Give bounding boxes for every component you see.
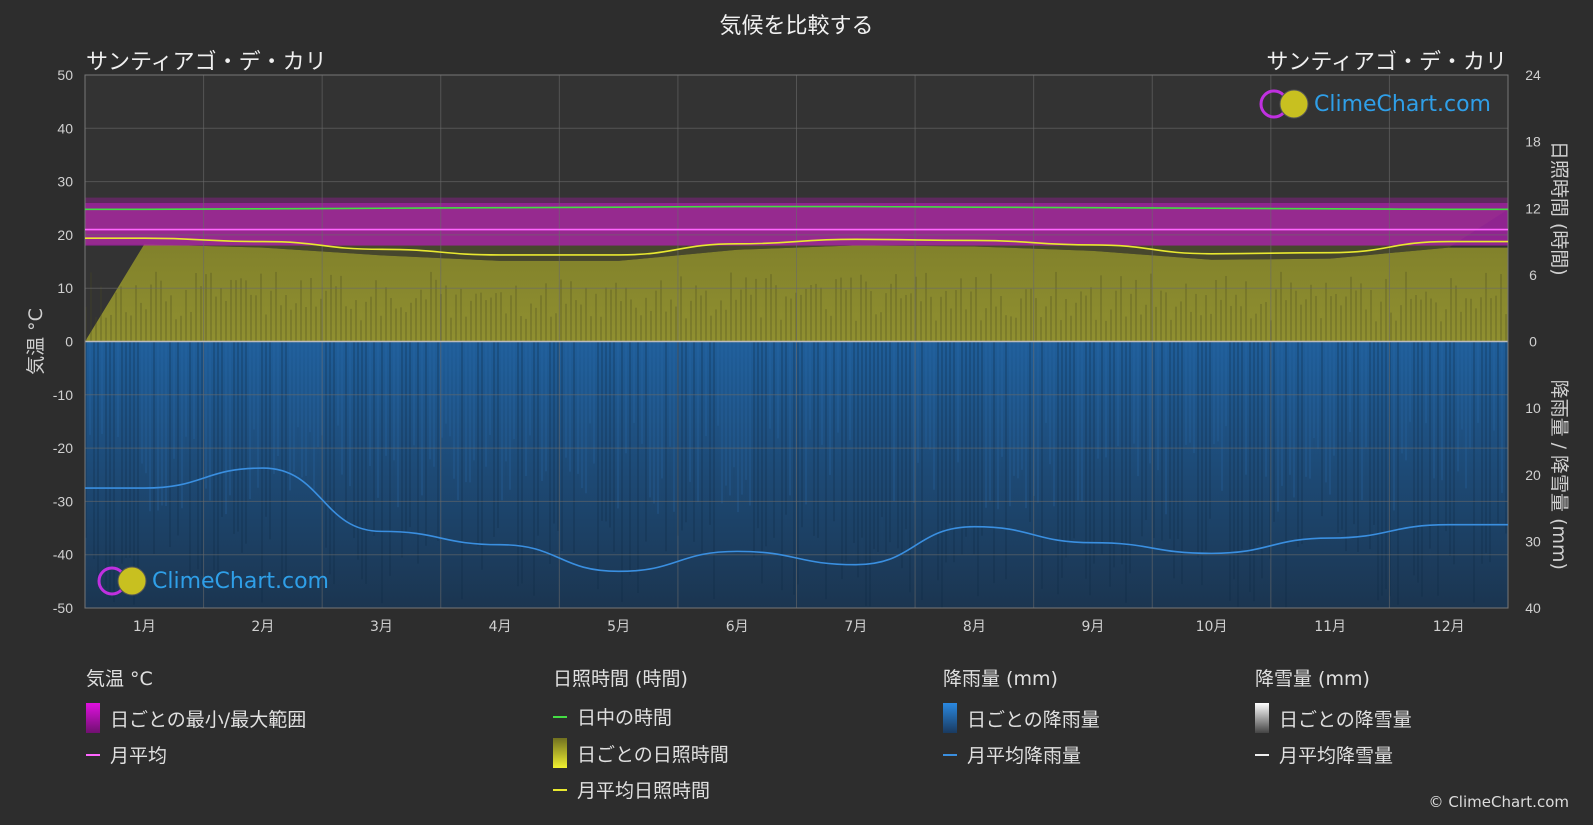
snow-swatch <box>1255 703 1269 733</box>
legend-sun: 日照時間 (時間) 日中の時間 日ごとの日照時間 月平均日照時間 <box>553 664 729 803</box>
x-tick-month: 10月 <box>1196 619 1228 635</box>
y-right-tick: 6 <box>1529 267 1537 283</box>
y-right-bottom-label: 降雨量 / 降雪量 (mm) <box>1548 380 1570 570</box>
y-left-tick: 50 <box>57 67 73 83</box>
legend-rain: 降雨量 (mm) 日ごとの降雨量 月平均降雨量 <box>943 664 1100 768</box>
legend-temp-avg: 月平均 <box>86 741 306 768</box>
y-right-tick: 24 <box>1525 67 1541 83</box>
legend-rain-daily: 日ごとの降雨量 <box>943 703 1100 733</box>
copyright: © ClimeChart.com <box>1428 793 1569 811</box>
logo-top[interactable]: ClimeChart.com <box>1258 88 1491 120</box>
legend-label: 日ごとの日照時間 <box>577 743 729 766</box>
snow-avg-swatch <box>1255 753 1269 756</box>
legend-temp-heading: 気温 °C <box>86 668 153 690</box>
legend-snow-daily: 日ごとの降雪量 <box>1255 703 1412 733</box>
x-tick-month: 9月 <box>1081 619 1104 635</box>
legend-temp-range: 日ごとの最小/最大範囲 <box>86 703 306 733</box>
logo-icon <box>1259 89 1309 119</box>
x-tick-month: 4月 <box>489 619 512 635</box>
x-tick-month: 8月 <box>963 619 986 635</box>
legend-label: 日中の時間 <box>577 707 673 729</box>
y-left-label: 気温 °C <box>25 308 47 375</box>
sunshine-swatch <box>553 738 567 768</box>
legend-sunshine-avg: 月平均日照時間 <box>553 776 729 803</box>
legend-rain-avg: 月平均降雨量 <box>943 741 1100 768</box>
series-line <box>85 205 1508 211</box>
legend-daylight: 日中の時間 <box>553 703 729 730</box>
y-left-tick: 40 <box>57 120 73 136</box>
x-tick-month: 11月 <box>1314 619 1346 635</box>
legend-label: 月平均日照時間 <box>577 780 711 802</box>
legend-snow: 降雪量 (mm) 日ごとの降雪量 月平均降雪量 <box>1255 664 1412 768</box>
city-left: サンティアゴ・デ・カリ <box>86 50 327 75</box>
x-tick-month: 2月 <box>251 619 274 635</box>
legend-label: 日ごとの降雪量 <box>1279 708 1412 731</box>
y-left-tick: -40 <box>53 547 73 563</box>
x-tick-month: 12月 <box>1433 619 1465 635</box>
legend-sunshine-daily: 日ごとの日照時間 <box>553 738 729 768</box>
y-left-tick: -20 <box>53 440 73 456</box>
logo-text: ClimeChart.com <box>1314 91 1491 117</box>
series-line <box>85 467 1508 573</box>
sunshine-texture <box>85 271 1507 342</box>
rain-swatch <box>943 703 957 733</box>
x-tick-month: 3月 <box>370 619 393 635</box>
legend-snow-avg: 月平均降雪量 <box>1255 741 1412 768</box>
legend-temp: 気温 °C 日ごとの最小/最大範囲 月平均 <box>86 664 306 768</box>
x-tick-month: 6月 <box>726 619 749 635</box>
city-right: サンティアゴ・デ・カリ <box>1266 50 1507 75</box>
x-tick-month: 7月 <box>844 619 867 635</box>
y-right-top-label: 日照時間 (時間) <box>1548 141 1570 276</box>
legend-label: 日ごとの降雨量 <box>967 708 1100 731</box>
y-left-tick: -30 <box>53 493 73 509</box>
logo-text: ClimeChart.com <box>152 568 329 594</box>
y-right-tick: 40 <box>1525 600 1541 616</box>
plot-border <box>84 74 1509 609</box>
y-right-tick: 12 <box>1525 200 1541 216</box>
legend-sun-heading: 日照時間 (時間) <box>553 668 688 690</box>
sunshine-avg-swatch <box>553 788 567 791</box>
y-left-tick: 10 <box>57 280 73 296</box>
y-left-tick: 0 <box>65 334 73 350</box>
series-line <box>85 237 1508 256</box>
avg-swatch <box>86 753 100 756</box>
legend-label: 日ごとの最小/最大範囲 <box>110 708 307 731</box>
daylight-swatch <box>553 715 567 718</box>
y-left-tick: 30 <box>57 174 73 190</box>
legend-label: 月平均降雪量 <box>1279 745 1394 767</box>
chart-title: 気候を比較する <box>719 14 874 39</box>
rain-avg-swatch <box>943 753 957 756</box>
y-left-tick: 20 <box>57 227 73 243</box>
legend-label: 月平均降雨量 <box>967 745 1082 767</box>
y-right-tick: 10 <box>1525 400 1541 416</box>
legend-label: 月平均 <box>110 745 168 767</box>
legend-rain-heading: 降雨量 (mm) <box>943 668 1058 690</box>
y-right-tick: 30 <box>1525 533 1541 549</box>
y-left-tick: -50 <box>53 600 73 616</box>
x-tick-month: 5月 <box>607 619 630 635</box>
y-right-tick: 18 <box>1525 134 1541 150</box>
logo-bottom[interactable]: ClimeChart.com <box>96 565 329 597</box>
logo-icon <box>97 566 147 596</box>
legend-snow-heading: 降雪量 (mm) <box>1255 668 1370 690</box>
x-tick-month: 1月 <box>133 619 156 635</box>
y-right-tick: 20 <box>1525 467 1541 483</box>
y-left-tick: -10 <box>53 387 73 403</box>
range-swatch <box>86 703 100 733</box>
y-right-tick: 0 <box>1529 334 1537 350</box>
